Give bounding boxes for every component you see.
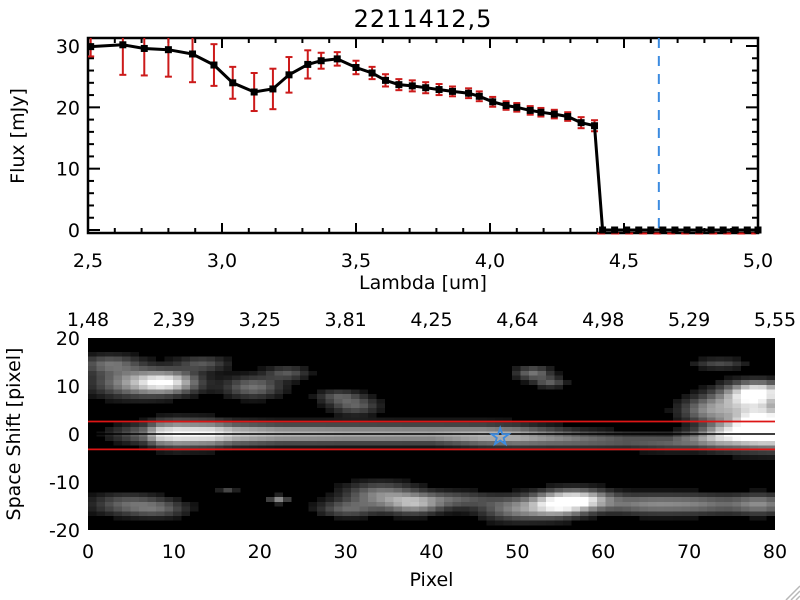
space-shift-tick-label: -20 [49,520,80,542]
lambda-tick-label: 2,5 [73,250,103,272]
pixel-tick-label: 60 [591,541,615,563]
space-shift-tick-label: 0 [68,424,80,446]
x-axis-label-pixel: Pixel [410,569,454,591]
resize-grip-line [785,585,800,600]
wavelength-top-tick-label: 5,55 [754,309,796,331]
pixel-tick-label: 40 [419,541,443,563]
pixel-tick-label: 50 [505,541,529,563]
wavelength-top-tick-label: 4,64 [496,309,538,331]
lambda-tick-label: 5,0 [743,250,773,272]
spatial-panel: 1,48 0 2,39 10 3,25 20 3,81 30 4,25 40 4,64 50 4,98 6… [3,309,796,591]
pixel-tick-label: 0 [82,541,94,563]
space-shift-tick-label: 10 [56,376,80,398]
spectrum-plot: 2,5 3,0 3,5 4,0 4,5 5,0 0 10 20 30 Lambda [um] Flux… [7,36,773,294]
wavelength-top-tick-label: 4,98 [582,309,624,331]
flux-tick-label: 20 [56,97,80,119]
resize-grip-line [795,595,800,600]
wavelength-top-tick-label: 2,39 [153,309,195,331]
y-axis-label-flux: Flux [mJy] [7,88,29,184]
resize-grip-icon[interactable] [780,580,800,600]
pixel-tick-label: 80 [763,541,787,563]
error-bars [88,38,599,133]
space-shift-tick-label: 20 [56,328,80,350]
lambda-tick-label: 3,0 [207,250,237,272]
pixel-tick-label: 20 [248,541,272,563]
y-axis-label-space-shift: Space Shift [pixel] [3,348,25,521]
space-shift-tick-label: -10 [49,472,80,494]
lambda-tick-label: 3,5 [341,250,371,272]
plot-title: 2211412,5 [353,5,493,33]
spectrum-axes-box [86,36,760,235]
flux-tick-label: 30 [56,36,80,58]
wavelength-top-tick-label: 3,25 [239,309,281,331]
spectrum-curve [90,43,758,232]
pixel-tick-label: 70 [677,541,701,563]
pixel-tick-label: 30 [334,541,358,563]
pixel-tick-label: 10 [162,541,186,563]
lambda-tick-label: 4,0 [475,250,505,272]
x-axis-label-lambda: Lambda [um] [359,272,487,294]
wavelength-top-tick-label: 1,48 [67,309,109,331]
resize-grip-line [790,590,800,600]
spectrum-markers [87,41,762,234]
flux-tick-label: 10 [56,159,80,181]
star-position-marker [488,425,512,447]
wavelength-top-tick-label: 3,81 [324,309,366,331]
lambda-tick-label: 4,5 [609,250,639,272]
wavelength-top-tick-label: 4,25 [410,309,452,331]
flux-tick-label: 0 [68,220,80,242]
spectrum-ticks [87,38,759,233]
wavelength-top-tick-label: 5,29 [668,309,710,331]
